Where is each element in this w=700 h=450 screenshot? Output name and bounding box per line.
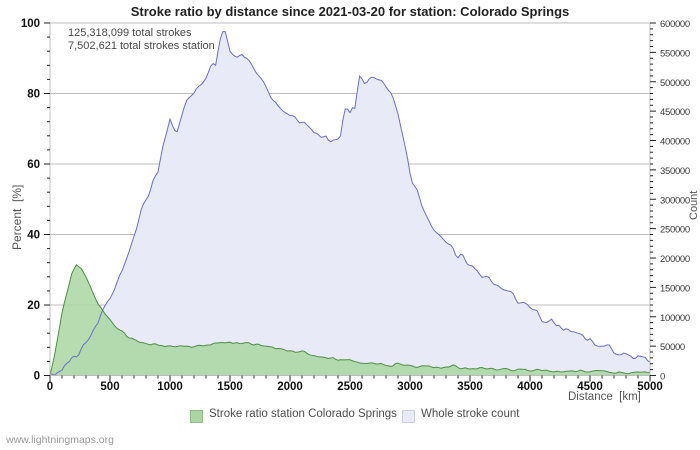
svg-text:80: 80 — [27, 89, 40, 101]
svg-text:3500: 3500 — [457, 381, 483, 393]
svg-text:1000: 1000 — [157, 381, 183, 393]
svg-text:550000: 550000 — [660, 48, 690, 59]
svg-text:400000: 400000 — [660, 137, 690, 148]
svg-text:20: 20 — [27, 300, 40, 312]
svg-text:5000: 5000 — [637, 381, 663, 393]
svg-text:1500: 1500 — [217, 381, 243, 393]
svg-text:2500: 2500 — [337, 381, 363, 393]
svg-text:0: 0 — [34, 371, 40, 383]
svg-text:100: 100 — [21, 18, 40, 30]
svg-text:2000: 2000 — [277, 381, 303, 393]
svg-text:150000: 150000 — [660, 283, 690, 294]
svg-text:200000: 200000 — [660, 254, 690, 265]
svg-text:500: 500 — [100, 381, 119, 393]
svg-text:50000: 50000 — [660, 342, 685, 353]
svg-text:250000: 250000 — [660, 225, 690, 236]
svg-text:500000: 500000 — [660, 78, 690, 89]
svg-text:600000: 600000 — [660, 19, 690, 30]
svg-text:40: 40 — [27, 230, 40, 242]
svg-text:100000: 100000 — [660, 313, 690, 324]
svg-text:350000: 350000 — [660, 166, 690, 177]
svg-text:300000: 300000 — [660, 195, 690, 206]
svg-text:3000: 3000 — [397, 381, 423, 393]
svg-text:0: 0 — [47, 381, 53, 393]
svg-text:4000: 4000 — [517, 381, 543, 393]
svg-text:60: 60 — [27, 159, 40, 171]
svg-text:450000: 450000 — [660, 107, 690, 118]
